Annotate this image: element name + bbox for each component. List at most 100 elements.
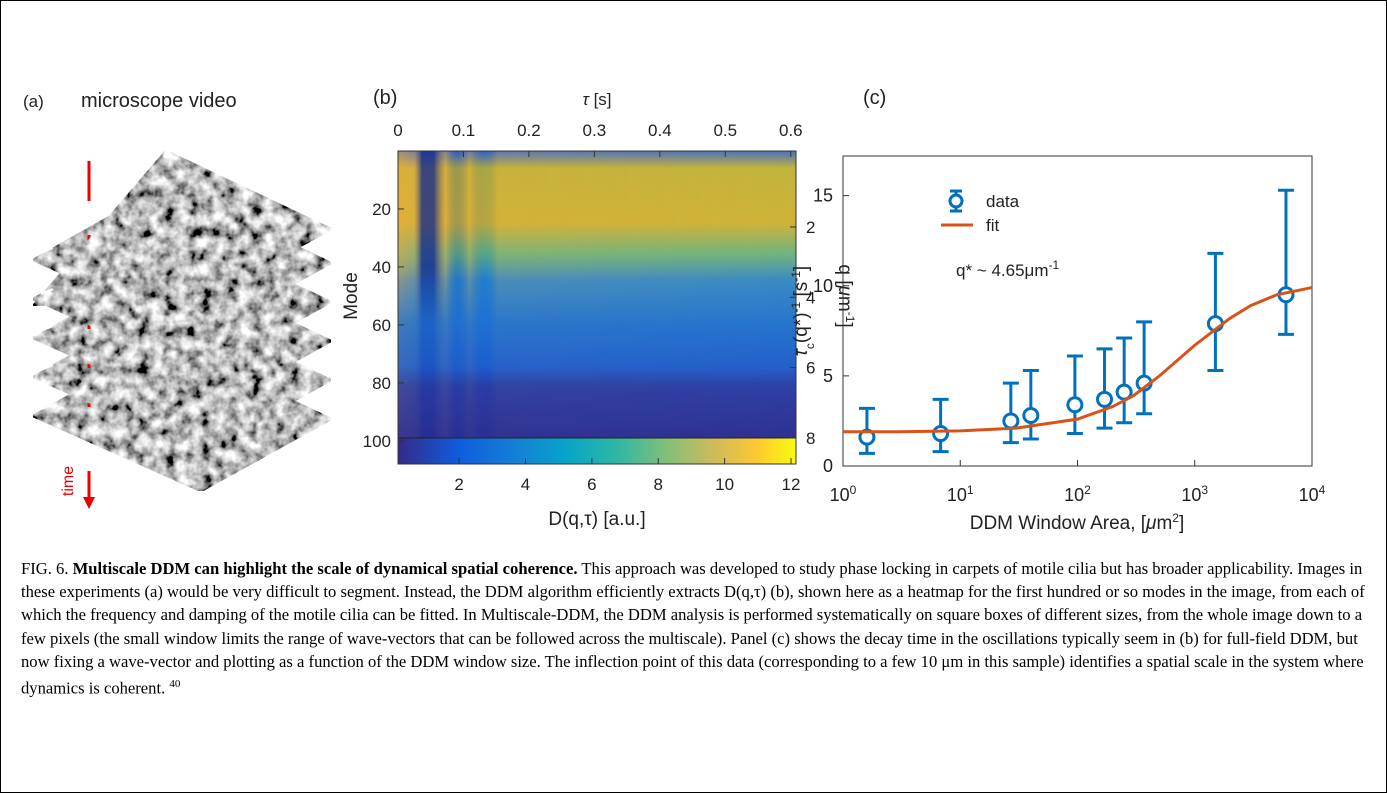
- tick-base: 10: [1299, 485, 1319, 505]
- caption-title: Multiscale DDM can highlight the scale o…: [72, 559, 578, 578]
- label-part: m: [834, 296, 855, 312]
- y-tick-label: 15: [813, 186, 833, 206]
- y-axis-label: τc(q*)-1 [s-1]: [789, 266, 817, 356]
- colorbar: [398, 438, 796, 464]
- tick-base: 10: [1181, 485, 1201, 505]
- caption-ref: 40: [169, 678, 181, 691]
- x-axis-label: DDM Window Area, [μm2]: [970, 511, 1185, 534]
- scale-bar: [40, 288, 54, 295]
- label-part: [s]: [589, 90, 612, 109]
- colorbar-tick-label: 2: [454, 475, 463, 494]
- top-tick-label: 0.6: [779, 121, 803, 140]
- label-part: ]: [1179, 513, 1184, 534]
- panel-label: (b): [373, 87, 397, 109]
- left-tick-label: 40: [372, 258, 391, 277]
- colorbar-tick-label: 4: [521, 475, 530, 494]
- top-axis-label: τ [s]: [582, 90, 611, 109]
- legend-symbol: [948, 193, 964, 209]
- label-part: c: [803, 343, 817, 349]
- label-part: (q*): [791, 312, 812, 343]
- right-axis-label: q [μm-1]: [834, 264, 857, 327]
- right-tick-label: 4: [806, 288, 815, 307]
- tick-exponent: 4: [1319, 483, 1326, 497]
- left-axis-label: Mode: [341, 272, 362, 320]
- data-point: [1002, 412, 1020, 430]
- right-tick-label: 2: [806, 218, 815, 237]
- error-bar: [1277, 188, 1294, 336]
- legend-label: fit: [986, 216, 1000, 235]
- top-tick-label: 0.3: [583, 121, 607, 140]
- caption-label: FIG. 6.: [21, 559, 69, 578]
- colorbar-tick-label: 8: [654, 475, 663, 494]
- legend-label: data: [986, 192, 1020, 211]
- colorbar-tick-label: 12: [782, 475, 801, 494]
- tick-exponent: 2: [1084, 483, 1091, 497]
- data-point: [1096, 390, 1114, 408]
- x-tick-label: 103: [1181, 483, 1208, 505]
- label-part: μ: [834, 284, 855, 296]
- data-point: [858, 428, 876, 446]
- colorbar-tick-label: 10: [715, 475, 734, 494]
- data-point: [1022, 407, 1040, 425]
- annotation-part: -1: [1049, 258, 1060, 272]
- scale-bar: [40, 325, 54, 332]
- y-tick-label: 10: [813, 276, 833, 296]
- label-part: 2: [1172, 511, 1179, 525]
- panel-title: microscope video: [81, 90, 237, 112]
- left-tick-label: 20: [372, 200, 391, 219]
- left-tick-label: 80: [372, 374, 391, 393]
- left-tick-label: 100: [363, 432, 391, 451]
- top-tick-label: 0.1: [452, 121, 476, 140]
- caption-text: This approach was developed to study pha…: [21, 559, 1365, 698]
- tick-exponent: 3: [1201, 483, 1208, 497]
- right-tick-label: 6: [806, 359, 815, 378]
- heatmap-texture: [398, 151, 796, 438]
- label-part: ]: [834, 322, 855, 327]
- colorbar-label: D(q,τ) [a.u.]: [548, 509, 645, 530]
- label-part: τ: [791, 347, 812, 356]
- label-part: q [: [834, 264, 855, 286]
- y-tick-label: 0: [823, 456, 833, 476]
- axes-box: [397, 150, 797, 465]
- figure: (a) microscope video time (b) τ [s] Mode…: [23, 87, 1326, 534]
- error-bar: [1022, 368, 1039, 441]
- data-point: [932, 425, 950, 443]
- label-part: ]: [791, 266, 812, 271]
- fit-line: [843, 286, 1313, 434]
- tick-exponent: 0: [850, 483, 857, 497]
- label-part: [s: [791, 282, 812, 302]
- top-tick-label: 0.4: [648, 121, 672, 140]
- top-tick-label: 0.2: [517, 121, 541, 140]
- label-part: DDM Window Area, [: [970, 513, 1147, 534]
- right-tick-label: 8: [806, 429, 815, 448]
- time-label: time: [60, 466, 77, 496]
- tick-base: 10: [1064, 485, 1084, 505]
- error-bar: [1136, 320, 1153, 416]
- time-arrow-head: [83, 497, 95, 509]
- y-tick-label: 5: [823, 366, 833, 386]
- x-tick-label: 100: [830, 483, 857, 505]
- label-part: -1: [789, 271, 803, 282]
- label-part: μ: [1145, 513, 1157, 534]
- scale-bar: [40, 403, 54, 410]
- label-part: τ: [582, 90, 590, 109]
- top-tick-label: 0.5: [713, 121, 737, 140]
- tick-exponent: 1: [967, 483, 974, 497]
- annotation: q* ~ 4.65μm-1: [956, 258, 1059, 280]
- caption: FIG. 6. Multiscale DDM can highlight the…: [21, 557, 1371, 700]
- x-tick-label: 104: [1299, 483, 1326, 505]
- panel-label: (c): [863, 87, 886, 109]
- panel-label: (a): [23, 92, 44, 111]
- left-tick-label: 60: [372, 316, 391, 335]
- error-bar: [1066, 354, 1083, 436]
- colorbar-tick-label: 6: [587, 475, 596, 494]
- video-stack: [30, 149, 334, 493]
- x-tick-label: 102: [1064, 483, 1091, 505]
- error-bar: [1207, 251, 1224, 372]
- scale-bar: [40, 247, 54, 254]
- label-part: -1: [843, 312, 857, 323]
- label-part: -1: [789, 301, 803, 312]
- top-tick-label: 0: [393, 121, 402, 140]
- error-bar: [1116, 336, 1133, 425]
